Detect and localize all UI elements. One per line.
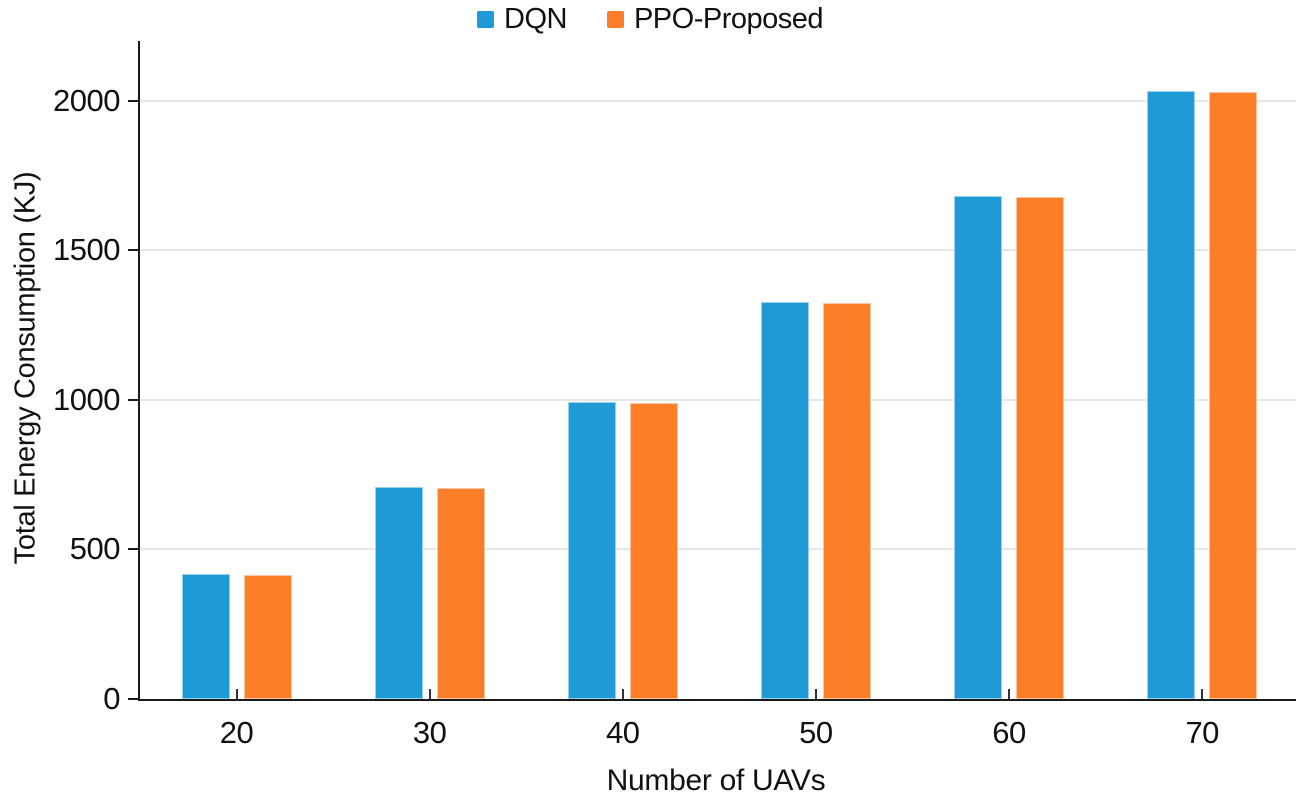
y-axis-tick-500 (128, 548, 138, 551)
gridline-2000 (140, 99, 1296, 102)
x-tick-label-40: 40 (606, 715, 640, 750)
bar-dqn-50 (760, 301, 809, 699)
bar-ppo-proposed-70 (1209, 91, 1258, 699)
x-tick-label-60: 60 (992, 715, 1026, 750)
y-axis-title: Total Energy Consumption (KJ) (9, 171, 42, 565)
bar-ppo-proposed-60 (1016, 197, 1065, 699)
bar-ppo-proposed-50 (822, 303, 871, 699)
bar-dqn-60 (954, 195, 1003, 699)
chart-legend: DQN PPO-Proposed (0, 0, 1300, 38)
x-axis-tick-60 (1008, 689, 1011, 699)
x-axis-tick-30 (428, 689, 431, 699)
x-tick-label-20: 20 (219, 715, 254, 750)
y-axis-tick-1500 (128, 249, 138, 252)
bar-dqn-30 (374, 486, 423, 699)
x-axis-tick-20 (235, 689, 238, 699)
legend-item-dqn: DQN (477, 2, 567, 35)
blue-square-icon (477, 10, 494, 28)
legend-label: DQN (504, 2, 567, 35)
x-tick-label-30: 30 (412, 715, 447, 750)
x-axis-tick-40 (621, 689, 624, 699)
gridline-500 (140, 548, 1296, 551)
orange-square-icon (606, 10, 624, 28)
bar-dqn-20 (181, 573, 230, 699)
y-tick-label-1000: 1000 (53, 381, 120, 417)
x-tick-label-70: 70 (1185, 715, 1219, 750)
plot-area: 0 500 1000 1500 2000 20 30 40 50 60 70 (53, 41, 1296, 750)
y-axis-tick-1000 (128, 398, 138, 401)
bar-ppo-proposed-20 (243, 575, 292, 699)
y-tick-label-500: 500 (69, 531, 121, 567)
y-tick-label-2000: 2000 (53, 82, 120, 118)
legend-label: PPO-Proposed (633, 2, 824, 35)
x-axis-tick-50 (814, 689, 817, 699)
x-axis-title: Number of UAVs (606, 764, 826, 797)
bar-dqn-40 (567, 402, 616, 699)
bar-dqn-70 (1147, 90, 1196, 699)
gridline-1500 (140, 249, 1296, 252)
legend-item-ppo-proposed: PPO-Proposed (606, 2, 824, 35)
y-tick-label-0: 0 (103, 681, 120, 716)
y-axis-tick-0 (128, 698, 138, 700)
bar-ppo-proposed-40 (629, 403, 678, 699)
y-tick-label-1500: 1500 (53, 232, 120, 268)
x-axis-tick-70 (1201, 689, 1204, 699)
y-axis-tick-2000 (128, 99, 138, 102)
gridline-1000 (140, 398, 1296, 401)
bar-ppo-proposed-30 (436, 487, 485, 699)
x-tick-label-50: 50 (799, 715, 833, 750)
